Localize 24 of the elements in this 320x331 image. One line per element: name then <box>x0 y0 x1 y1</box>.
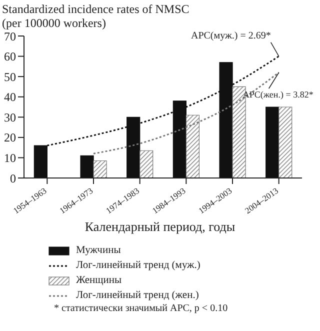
y-axis-title: Standardized incidence rates of NMSC (per 100000 workers) <box>2 2 190 30</box>
callout: APC(жен.) = 3.82* <box>242 72 314 100</box>
annotation: APC(муж.) = 2.69* <box>190 30 271 42</box>
y-tick-label: 60 <box>4 50 16 64</box>
legend-label: Женщины <box>76 275 122 286</box>
y-tick-label: 70 <box>4 29 16 44</box>
bar <box>93 160 107 178</box>
y-tick-label: 50 <box>4 70 16 84</box>
text: * статистически значимый APC, p < 0.10 <box>53 303 228 316</box>
legend-label: Мужчины <box>76 245 121 256</box>
y-tick-label: 40 <box>4 90 16 104</box>
x-axis-title: Календарный период, годы <box>84 219 236 235</box>
callout: APC(муж.) = 2.69* <box>190 30 280 57</box>
bar <box>278 106 292 178</box>
legend-label: Лог-линейный тренд (муж.) <box>76 260 200 271</box>
y-tick-label: 30 <box>4 110 16 124</box>
bar <box>80 155 94 178</box>
bar <box>266 106 280 178</box>
y-tick-label: 20 <box>4 130 16 145</box>
bar <box>140 150 154 178</box>
y-tick-label: 0 <box>10 171 16 186</box>
annotation: APC(жен.) = 3.82* <box>242 90 314 100</box>
y-tick-label: 10 <box>4 150 16 165</box>
legend-label: Лог-линейный тренд (жен.) <box>76 290 199 301</box>
